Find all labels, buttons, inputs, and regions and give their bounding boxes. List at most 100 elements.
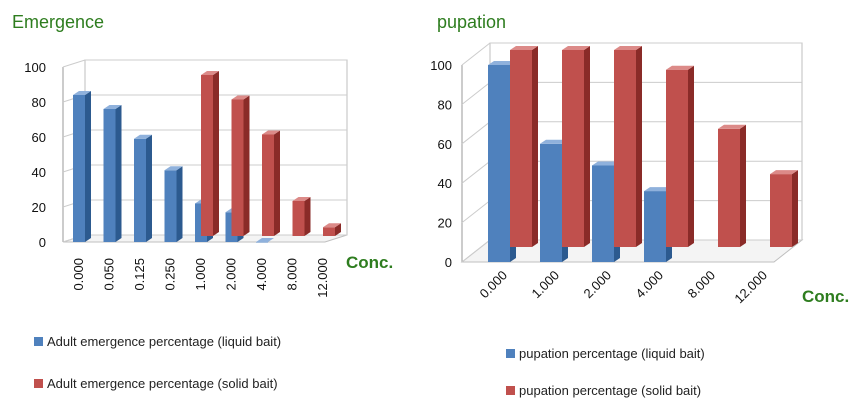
- emergence-y-tick-label: 0: [39, 235, 46, 250]
- pupation-bar-front: [666, 69, 688, 247]
- pupation-x-tick-label: 1.000: [529, 268, 563, 302]
- pupation-bar-top: [540, 139, 568, 144]
- legend-label-solid-emergence: Adult emergence percentage (solid bait): [47, 376, 278, 391]
- emergence-bar-side: [146, 134, 152, 242]
- emergence-x-tick-label: 2.000: [224, 258, 239, 291]
- pupation-bar-solid: [562, 46, 590, 247]
- emergence-bar-top: [164, 166, 183, 171]
- legend-swatch-liquid-emergence: [34, 337, 43, 346]
- pupation-bar-top: [770, 170, 798, 175]
- emergence-bars: [73, 71, 341, 243]
- emergence-bar-solid: [262, 130, 280, 236]
- emergence-bar-side: [115, 105, 122, 242]
- emergence-bar-solid: [292, 197, 311, 236]
- legend-label-liquid-pupation: pupation percentage (liquid bait): [519, 346, 705, 361]
- emergence-y-tick-label: 20: [32, 200, 46, 215]
- emergence-bar-liquid: [103, 105, 122, 242]
- emergence-bar-front: [262, 134, 274, 236]
- pupation-bar-side: [740, 124, 746, 247]
- pupation-bar-side: [636, 46, 642, 247]
- pupation-chart: pupation 0 20 40 60 80 100 0.000 1.000 2.000 4.0…: [430, 12, 849, 398]
- emergence-bar-front: [73, 95, 85, 242]
- emergence-bar-top: [323, 223, 341, 228]
- pupation-bar-front: [644, 191, 666, 262]
- emergence-gridline: [62, 59, 347, 68]
- emergence-x-tick-label: 1.000: [193, 258, 208, 291]
- pupation-y-tick-label: 100: [430, 58, 452, 73]
- pupation-bar-front: [614, 50, 636, 247]
- legend-swatch-liquid-pupation: [506, 349, 515, 358]
- emergence-x-tick-label: 0.050: [102, 258, 117, 291]
- pupation-bar-solid: [718, 124, 746, 247]
- pupation-x-ticks: 0.000 1.000 2.000 4.000 8.000 12.000: [477, 268, 771, 307]
- emergence-x-axis-label: Conc.: [346, 253, 393, 272]
- emergence-y-tick-label: 60: [32, 130, 46, 145]
- emergence-bar-top: [103, 105, 122, 109]
- emergence-bar-front: [292, 201, 305, 236]
- emergence-bar-solid: [323, 223, 341, 236]
- emergence-bar-top: [201, 71, 219, 75]
- pupation-bar-front: [770, 174, 792, 247]
- emergence-bar-top: [256, 238, 274, 242]
- pupation-bar-top: [666, 65, 694, 70]
- emergence-bar-side: [304, 197, 311, 236]
- pupation-x-tick-label: 4.000: [633, 268, 667, 302]
- emergence-bar-front: [164, 170, 177, 242]
- emergence-bar-solid: [231, 95, 250, 236]
- pupation-bar-front: [592, 165, 614, 262]
- emergence-bar-front: [231, 99, 244, 236]
- emergence-bar-side: [176, 166, 183, 242]
- pupation-bar-side: [688, 65, 694, 247]
- pupation-bar-side: [792, 170, 798, 247]
- pupation-x-tick-label: 12.000: [731, 268, 770, 307]
- emergence-bar-front: [201, 75, 213, 236]
- emergence-bar-liquid: [134, 134, 152, 242]
- pupation-bars: [488, 46, 798, 262]
- legend-swatch-solid-emergence: [34, 379, 43, 388]
- emergence-bar-liquid: [164, 166, 183, 242]
- emergence-bar-front: [134, 138, 146, 242]
- emergence-bar-top: [262, 130, 280, 135]
- pupation-y-tick-label: 20: [438, 216, 452, 231]
- pupation-bar-solid: [614, 46, 642, 247]
- emergence-x-tick-label: 12.000: [315, 258, 330, 298]
- pupation-y-tick-label: 40: [438, 176, 452, 191]
- emergence-x-tick-label: 0.000: [71, 258, 86, 291]
- pupation-x-tick-label: 8.000: [685, 268, 719, 302]
- emergence-x-ticks: 0.000 0.050 0.125 0.250 1.000 2.000 4.000 8.000…: [71, 258, 330, 298]
- emergence-bar-top: [292, 197, 311, 201]
- pupation-x-tick-label: 2.000: [581, 268, 615, 302]
- emergence-bar-front: [323, 227, 335, 236]
- pupation-bar-side: [584, 46, 590, 247]
- pupation-bar-front: [488, 65, 510, 262]
- pupation-bar-front: [562, 50, 584, 247]
- pupation-x-tick-label: 0.000: [477, 268, 511, 302]
- legend-label-liquid-emergence: Adult emergence percentage (liquid bait): [47, 334, 281, 349]
- emergence-bar-side: [335, 223, 341, 236]
- emergence-x-tick-label: 0.125: [132, 258, 147, 291]
- emergence-y-tick-label: 80: [32, 95, 46, 110]
- pupation-bar-solid: [510, 46, 538, 247]
- pupation-bar-solid: [666, 65, 694, 247]
- pupation-bar-top: [510, 46, 538, 50]
- emergence-bar-side: [243, 95, 250, 236]
- pupation-x-axis-label: Conc.: [802, 287, 849, 306]
- emergence-y-tick-label: 100: [24, 60, 46, 75]
- pupation-bar-top: [644, 187, 672, 192]
- emergence-bar-front: [256, 242, 268, 243]
- emergence-bar-front: [103, 109, 116, 242]
- emergence-legend: Adult emergence percentage (liquid bait)…: [34, 334, 281, 391]
- emergence-x-tick-label: 4.000: [254, 258, 269, 291]
- emergence-x-tick-label: 0.250: [163, 258, 178, 291]
- emergence-y-ticks: 0 20 40 60 80 100: [24, 60, 46, 250]
- pupation-y-tick-label: 60: [438, 137, 452, 152]
- emergence-y-tick-label: 40: [32, 165, 46, 180]
- pupation-bar-top: [562, 46, 590, 50]
- pupation-bar-front: [510, 50, 532, 247]
- emergence-bar-liquid: [256, 238, 274, 243]
- pupation-bar-top: [488, 61, 516, 65]
- pupation-bar-top: [592, 161, 620, 166]
- pupation-y-tick-label: 80: [438, 97, 452, 112]
